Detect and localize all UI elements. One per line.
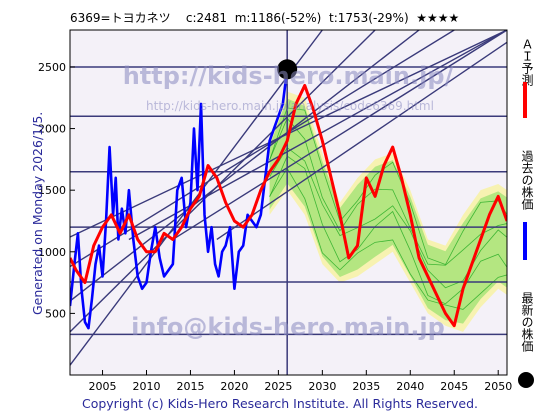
- legend-label-ai: ＡＩ予測: [520, 38, 534, 86]
- forecast-scenario-line: [269, 167, 507, 310]
- watermark-email: info@kids-hero.main.jp: [131, 313, 445, 341]
- prediction-series-line: [70, 83, 507, 328]
- generated-date: Generated on Monday 2026/1/5.: [30, 111, 45, 315]
- forecast-scenario-line: [269, 117, 507, 266]
- watermark-analysis-url: http://kids-hero.main.jp/analysis/code63…: [146, 99, 434, 113]
- forecast-band-inner: [269, 98, 507, 324]
- x-tick-label: 2015: [176, 380, 204, 393]
- x-tick-label: 2020: [220, 380, 248, 393]
- chart-header: 6369=トヨカネツ c:2481 m:1186(-52%) t:1753(-2…: [70, 9, 459, 26]
- watermark-url: http://kids-hero.main.jp/: [123, 62, 454, 90]
- y-tick-label: 500: [45, 307, 66, 320]
- y-tick-label: 2500: [38, 61, 66, 74]
- x-tick-label: 2010: [132, 380, 160, 393]
- forecast-scenario-line: [269, 107, 507, 266]
- x-tick-label: 2050: [484, 380, 512, 393]
- y-tick-label: 2000: [38, 123, 66, 136]
- trend-channel-line: [172, 30, 507, 241]
- y-tick-label: 1000: [38, 246, 66, 259]
- rating-stars: ★★★★: [416, 11, 460, 25]
- trend-channel-line: [216, 41, 507, 241]
- latest-price-marker: [277, 59, 298, 80]
- target-price: t:1753(-29%): [328, 11, 409, 25]
- copyright: Copyright (c) Kids-Hero Research Institu…: [81, 396, 479, 411]
- x-tick-label: 2005: [89, 380, 117, 393]
- current-price: c:2481: [185, 11, 228, 25]
- legend-label-history: 過去の株価: [520, 150, 534, 210]
- stock-name: 6369=トヨカネツ: [70, 11, 171, 25]
- x-tick-label: 2035: [352, 380, 380, 393]
- x-tick-label: 2025: [264, 380, 292, 393]
- legend-label-latest: 最新の株価: [520, 292, 534, 352]
- legend-swatch-history: [523, 222, 527, 260]
- plot-border: [69, 29, 508, 376]
- trend-channel-line: [70, 30, 420, 302]
- trend-channel-line: [70, 30, 376, 333]
- x-tick-label: 2040: [396, 380, 424, 393]
- forecast-scenario-line: [269, 155, 507, 305]
- x-tick-label: 2045: [440, 380, 468, 393]
- legend-latest-dot: [518, 372, 534, 388]
- trend-channel-line: [70, 30, 323, 366]
- y-tick-label: 1500: [38, 184, 66, 197]
- x-tick-label: 2030: [308, 380, 336, 393]
- legend-swatch-ai: [523, 82, 527, 118]
- min-price: m:1186(-52%): [234, 11, 322, 25]
